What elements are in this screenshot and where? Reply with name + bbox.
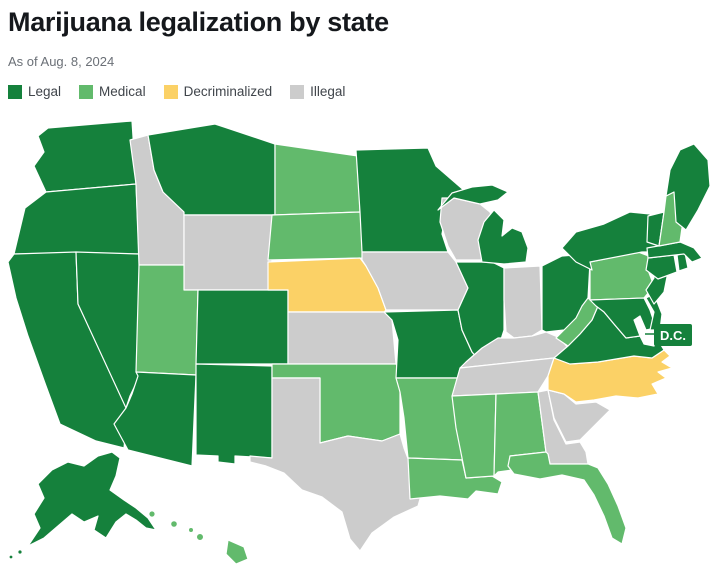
state-hawaii-molokai[interactable]: [187, 526, 195, 534]
state-maryland[interactable]: [589, 297, 657, 339]
state-new-mexico[interactable]: [195, 363, 273, 465]
medical-label: Medical: [99, 84, 146, 99]
state-hawaii-kauai[interactable]: [148, 510, 156, 518]
state-texas[interactable]: [249, 377, 423, 552]
state-alaska-aleutian-island[interactable]: [8, 554, 14, 560]
header: Marijuana legalization by state: [8, 6, 712, 38]
state-maine[interactable]: [665, 143, 711, 231]
state-iowa[interactable]: [361, 251, 469, 311]
as-of-date: As of Aug. 8, 2024: [8, 54, 115, 69]
legend-item-legal: Legal: [8, 84, 61, 99]
state-hawaii-oahu[interactable]: [170, 519, 179, 528]
dc-callout-box[interactable]: [654, 324, 692, 346]
legend: Legal Medical Decriminalized Illegal: [8, 84, 363, 99]
legal-label: Legal: [28, 84, 62, 99]
state-arizona[interactable]: [113, 371, 197, 467]
page-title: Marijuana legalization by state: [8, 7, 389, 37]
state-kansas[interactable]: [287, 311, 397, 365]
state-florida[interactable]: [507, 451, 627, 545]
state-massachusetts[interactable]: [646, 241, 703, 263]
state-alaska[interactable]: [27, 451, 157, 547]
state-hawaii-maui[interactable]: [195, 532, 205, 542]
state-washington[interactable]: [33, 120, 137, 193]
state-hawaii-big-island[interactable]: [225, 539, 249, 565]
state-indiana[interactable]: [503, 265, 543, 339]
legal-swatch: [8, 84, 22, 99]
state-michigan[interactable]: [477, 209, 529, 265]
state-colorado[interactable]: [195, 289, 289, 365]
state-oregon[interactable]: [13, 183, 140, 255]
legend-item-medical: Medical: [79, 84, 146, 99]
legend-item-illegal: Illegal: [290, 84, 345, 99]
illegal-label: Illegal: [310, 84, 346, 99]
illegal-swatch: [290, 84, 305, 99]
legend-item-decriminalized: Decriminalized: [163, 84, 273, 99]
state-west-virginia[interactable]: [555, 297, 599, 347]
state-south-dakota[interactable]: [267, 211, 367, 261]
state-south-carolina[interactable]: [547, 389, 611, 443]
state-wyoming[interactable]: [183, 214, 276, 291]
medical-swatch: [79, 84, 94, 99]
dc-callout-label: D.C.: [660, 328, 686, 343]
state-north-dakota[interactable]: [274, 143, 361, 216]
state-alaska-aleutian-island[interactable]: [17, 549, 23, 555]
state-michigan-up[interactable]: [437, 184, 509, 211]
decriminalized-label: Decriminalized: [183, 84, 273, 99]
decriminalized-swatch: [163, 84, 178, 99]
